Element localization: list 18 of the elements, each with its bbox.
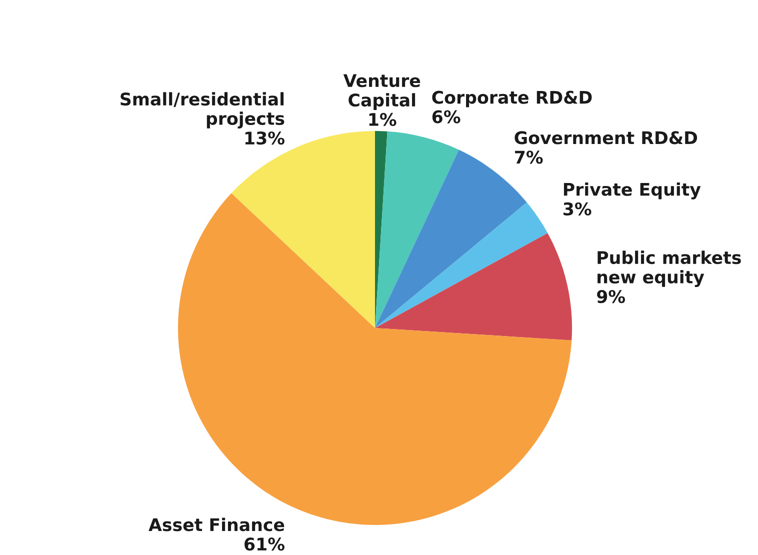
slice-label: Corporate RD&D [432, 90, 592, 108]
slice-label: Small/residential projects [120, 92, 284, 129]
slice-label: Government RD&D [514, 131, 698, 144]
data-label: 7% [515, 150, 543, 164]
slice-label: Public markets new equity [598, 250, 741, 288]
pie-slice [375, 202, 548, 328]
data-label: 9% [596, 290, 626, 304]
data-label: 3% [564, 202, 592, 216]
data-label: 13% [245, 131, 284, 145]
data-label: 6% [432, 110, 460, 124]
slice-label: Venture Capital [343, 74, 420, 110]
pie-slice [231, 131, 375, 328]
slice-label: Asset Finance [148, 518, 284, 532]
data-label: 1% [369, 112, 396, 126]
data-label: 61% [244, 538, 284, 551]
pie-slice [375, 233, 572, 340]
pie-slice [375, 131, 459, 328]
slice-label: Private Equity [564, 182, 701, 200]
